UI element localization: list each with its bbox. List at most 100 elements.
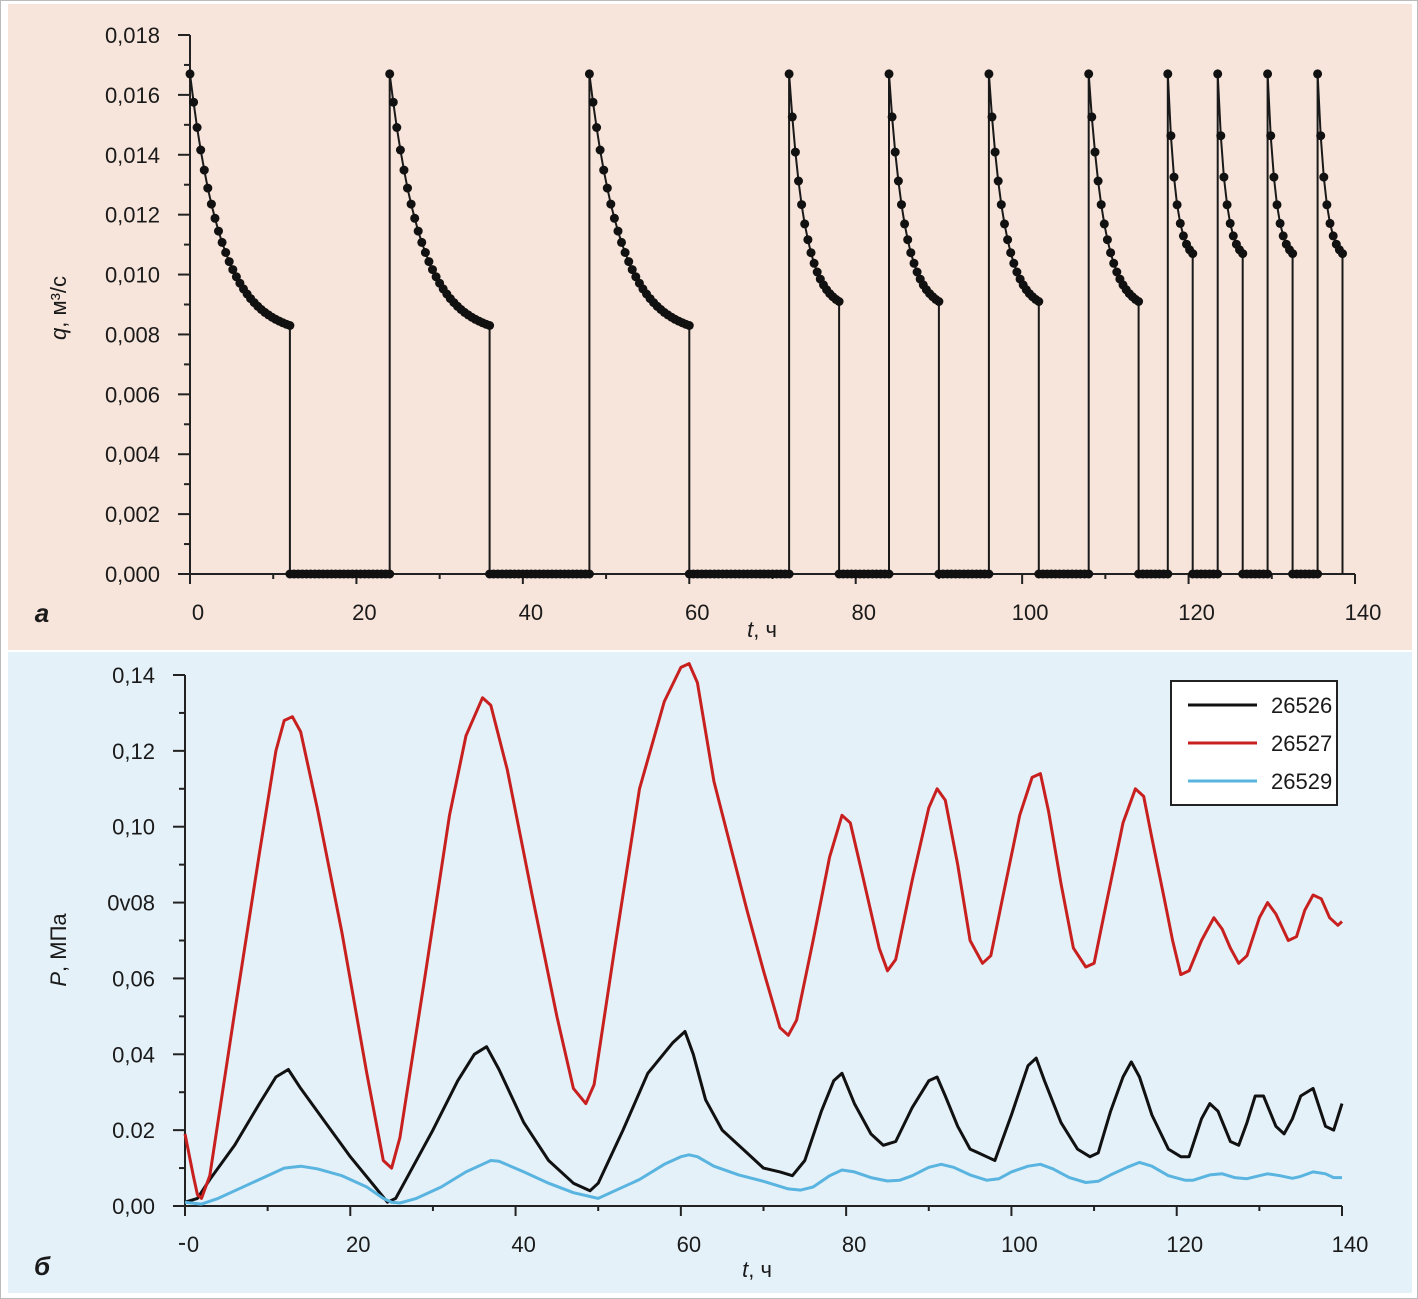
a-data-point: [1166, 131, 1176, 141]
a-data-point: [1269, 172, 1279, 182]
b-y-axis-title: P, МПа: [46, 913, 71, 987]
a-data-point: [1093, 176, 1103, 186]
b-x-tick-label: 100: [1001, 1232, 1038, 1257]
b-y-axis-title-symbol: P: [46, 972, 71, 987]
b-y-tick-label: 0,14: [112, 663, 155, 688]
a-x-tick-label: 0: [192, 600, 204, 625]
a-x-axis-title-unit: , ч: [753, 617, 777, 642]
a-x-tick-label: 40: [519, 600, 543, 625]
b-x-tick-label: 20: [346, 1232, 370, 1257]
a-data-point: [224, 257, 234, 267]
a-data-point: [1338, 249, 1347, 259]
a-data-point: [609, 213, 619, 223]
a-data-point: [217, 237, 227, 247]
a-data-point: [1238, 249, 1248, 259]
a-data-point: [1213, 69, 1223, 79]
a-data-point: [424, 257, 434, 267]
a-data-point: [787, 112, 797, 122]
a-data-point: [1213, 569, 1223, 579]
a-data-point: [403, 183, 412, 193]
a-data-point: [1275, 218, 1285, 228]
b-panel-label: б: [34, 1251, 51, 1281]
a-data-point: [1034, 297, 1044, 306]
a-data-point: [1272, 200, 1282, 210]
b-x-axis-title-unit: , ч: [748, 1257, 772, 1282]
a-data-point: [185, 69, 195, 79]
b-x-axis-title-symbol: t: [742, 1257, 749, 1282]
a-x-axis-title: t, ч: [747, 617, 777, 642]
a-x-tick-label: 20: [352, 600, 376, 625]
a-data-point: [385, 569, 395, 579]
a-y-tick-label: 0,010: [105, 263, 160, 288]
a-data-point: [1102, 235, 1112, 245]
a-y-tick-label: 0,018: [105, 23, 160, 48]
a-data-point: [834, 297, 844, 306]
a-data-point: [890, 147, 900, 157]
a-x-tick-label: 140: [1345, 600, 1382, 625]
a-data-point: [797, 200, 807, 210]
a-data-point: [1263, 569, 1273, 579]
a-data-point: [388, 97, 398, 107]
a-data-point: [809, 258, 819, 268]
a-data-point: [897, 200, 906, 210]
a-data-point: [812, 267, 822, 277]
a-data-point: [887, 112, 897, 122]
b-x-tick-label: 120: [1166, 1232, 1203, 1257]
a-data-point: [1175, 218, 1185, 228]
a-y-tick-label: 0,002: [105, 502, 160, 527]
a-panel-label: а: [35, 598, 49, 628]
a-data-point: [1090, 147, 1100, 157]
a-data-point: [617, 237, 626, 247]
a-data-point: [1172, 200, 1182, 210]
a-y-tick-label: 0,008: [105, 322, 160, 347]
a-data-point: [599, 165, 609, 175]
b-x-tick-label: 140: [1332, 1232, 1369, 1257]
b-x-tick-label: 60: [677, 1232, 701, 1257]
a-data-point: [1084, 69, 1094, 79]
a-data-point: [592, 123, 602, 132]
a-data-point: [588, 97, 598, 107]
a-data-point: [189, 97, 199, 107]
a-data-point: [990, 147, 1000, 157]
a-data-point: [1163, 569, 1173, 579]
b-legend-label: 26529: [1271, 769, 1332, 794]
a-x-axis-title-symbol: t: [747, 617, 754, 642]
panel-a-background: [8, 4, 1412, 650]
a-data-point: [285, 321, 295, 330]
a-data-point: [1134, 297, 1144, 306]
b-y-tick-label: 0,12: [112, 739, 155, 764]
a-data-point: [1316, 131, 1326, 141]
a-data-point: [803, 235, 813, 245]
b-y-tick-label: 0v08: [107, 891, 155, 916]
a-y-tick-label: 0,012: [105, 203, 160, 228]
a-y-tick-label: 0,016: [105, 83, 160, 108]
a-data-point: [806, 248, 816, 258]
a-data-point: [1000, 219, 1009, 229]
a-data-point: [420, 248, 430, 257]
a-data-point: [984, 569, 994, 579]
a-data-point: [996, 200, 1006, 210]
a-data-point: [1325, 218, 1335, 228]
b-y-tick-label: 0,10: [112, 815, 155, 840]
a-data-point: [1099, 219, 1109, 229]
a-data-point: [428, 265, 437, 275]
b-series-line-26526: [184, 1030, 1344, 1204]
a-data-point: [1228, 231, 1238, 241]
a-data-point: [410, 213, 420, 223]
a-data-point: [627, 265, 637, 275]
a-data-point: [1313, 69, 1323, 79]
a-y-axis-title: q, м³/с: [46, 276, 71, 340]
a-data-point: [987, 112, 997, 122]
a-data-point: [413, 226, 423, 236]
a-data-point: [1216, 131, 1226, 141]
b-series-line-26529: [184, 1153, 1342, 1206]
a-data-point: [1188, 249, 1198, 259]
a-data-point: [993, 176, 1003, 186]
a-data-point: [196, 145, 206, 155]
b-y-tick-label: 0.02: [112, 1118, 155, 1143]
a-data-point: [1109, 258, 1119, 268]
a-data-point: [903, 235, 913, 245]
a-data-point: [485, 321, 495, 330]
a-data-point: [584, 69, 594, 79]
a-data-point: [221, 248, 231, 257]
